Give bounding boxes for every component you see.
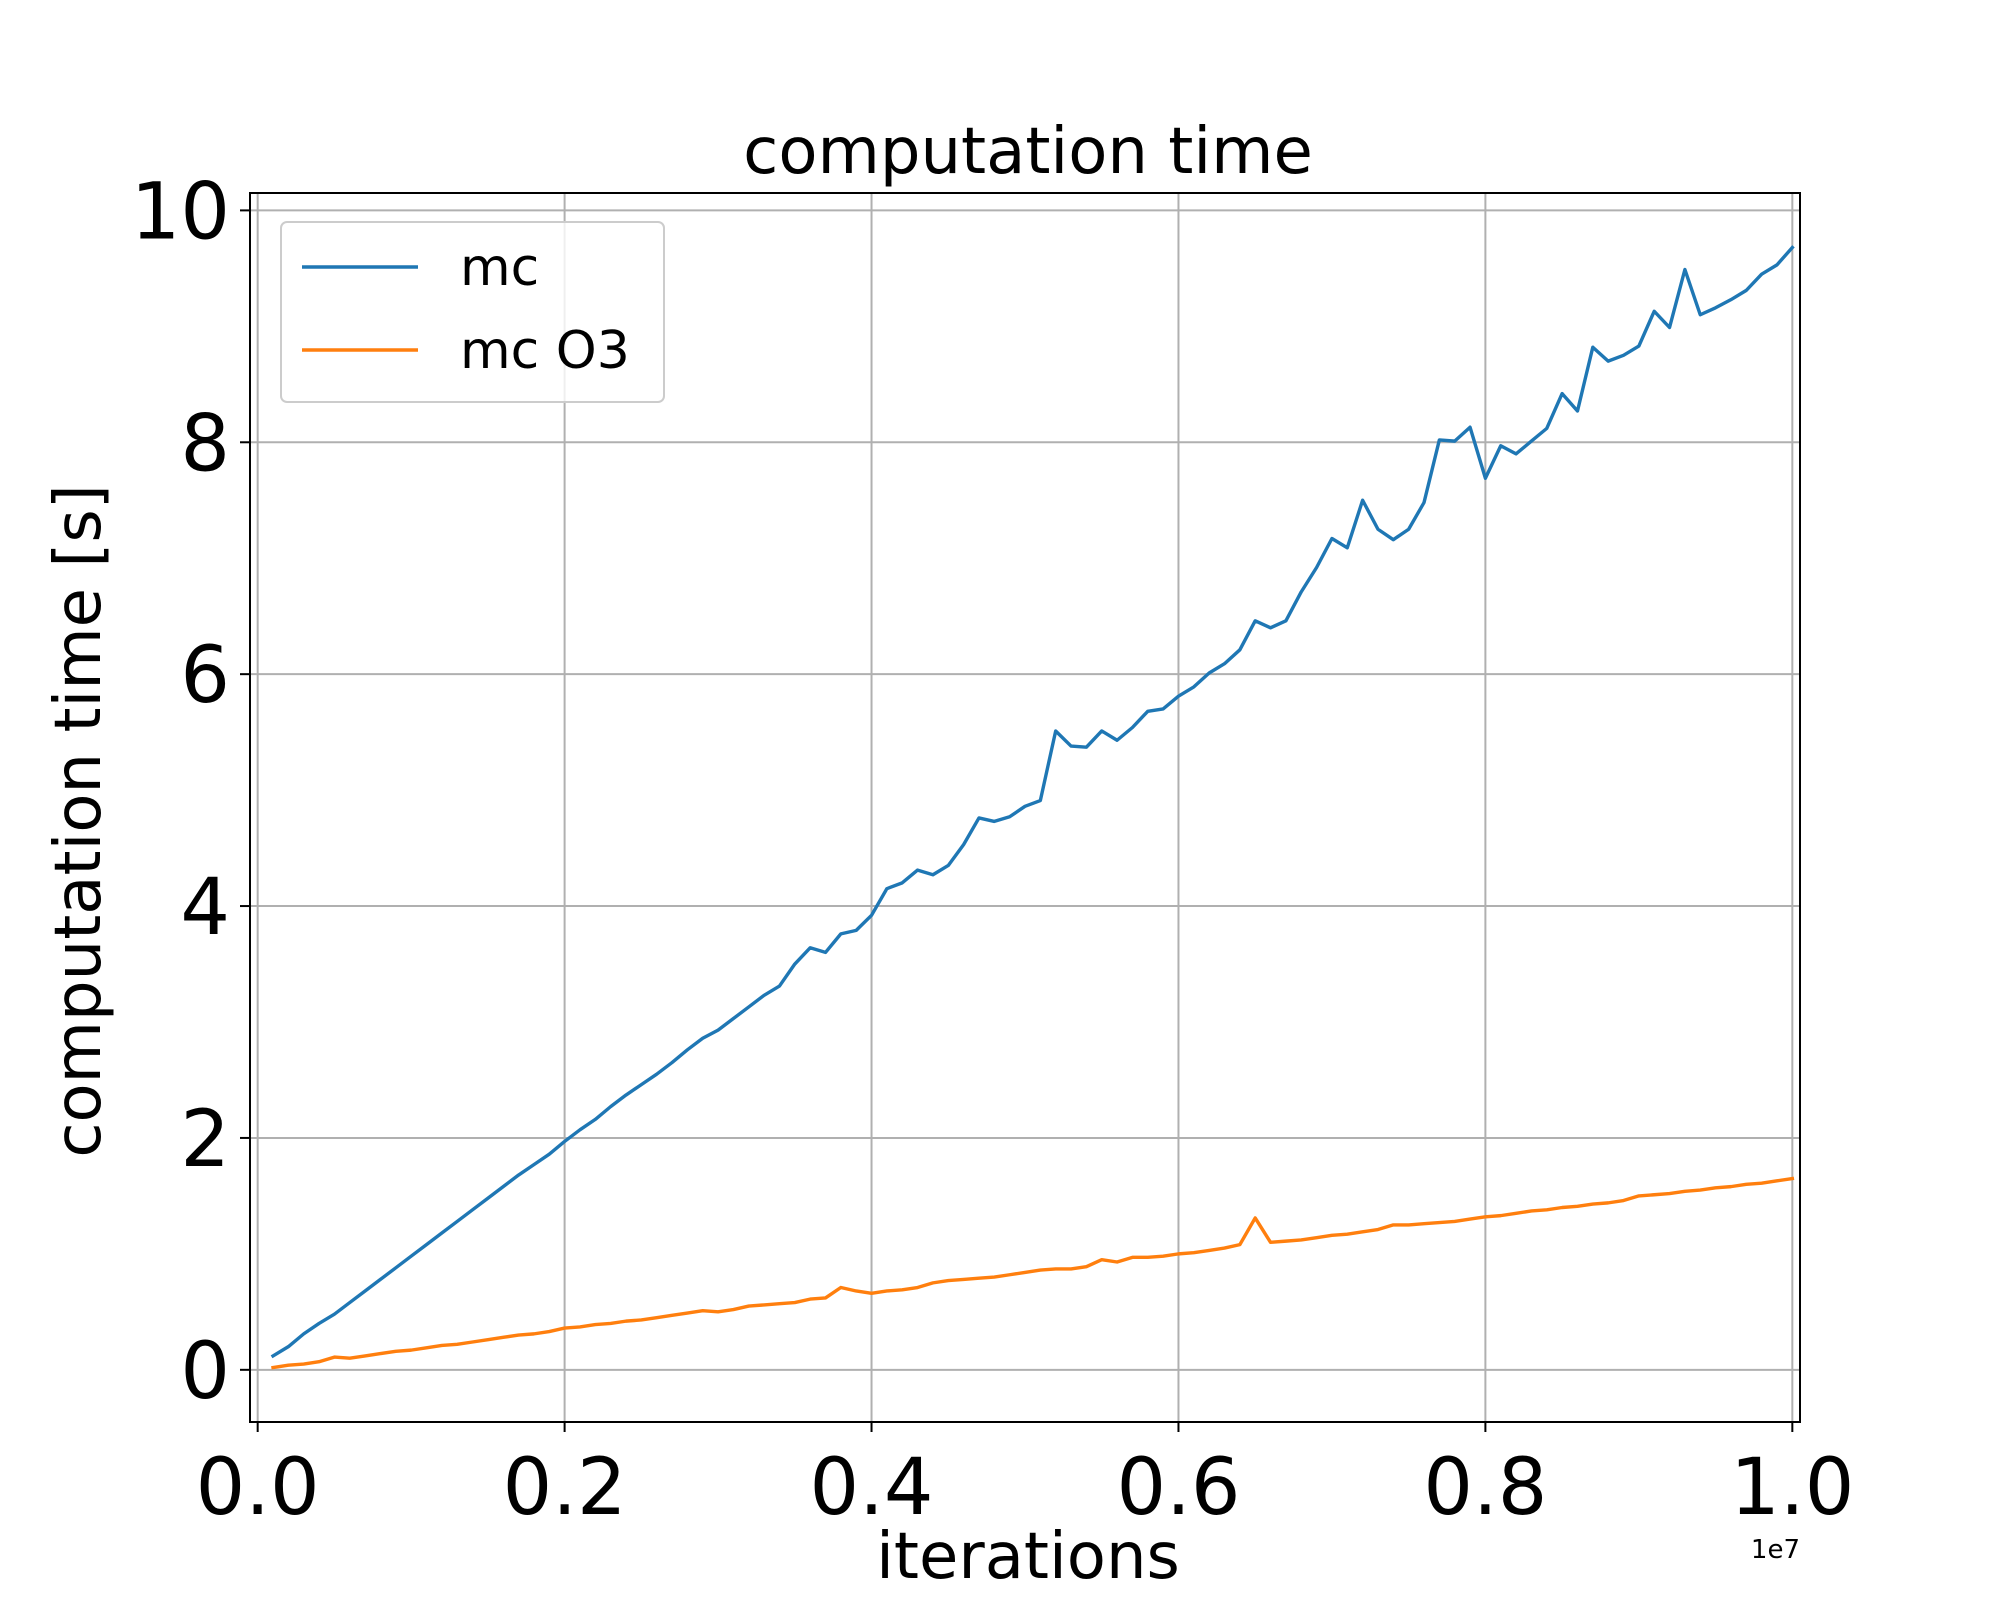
- legend-label: mc O3: [460, 321, 630, 381]
- x-tick-label: 0.2: [503, 1443, 627, 1533]
- series-line-mc-o3: [271, 1176, 1795, 1370]
- y-tick-label: 2: [180, 1095, 230, 1185]
- y-tick-label: 0: [180, 1327, 230, 1417]
- x-tick-label: 0.8: [1423, 1443, 1547, 1533]
- legend: mc mc O3: [280, 221, 665, 403]
- y-tick-label: 8: [180, 399, 230, 489]
- x-tick-label: 0.4: [810, 1443, 934, 1533]
- x-tick-label: 0.6: [1116, 1443, 1240, 1533]
- x-axis-label: iterations: [876, 1520, 1180, 1594]
- y-tick-label: 6: [180, 631, 230, 721]
- x-tick-label: 0.0: [196, 1443, 320, 1533]
- y-tick-label: 4: [180, 863, 230, 953]
- y-axis-label: computation time [s]: [42, 484, 116, 1157]
- series-line-mc: [270, 245, 1795, 1359]
- x-axis-offset-label: 1e7: [1751, 1535, 1800, 1565]
- x-tick-label: 1.0: [1730, 1443, 1854, 1533]
- chart-title: computation time: [743, 115, 1313, 189]
- y-tick-label: 10: [131, 167, 230, 257]
- plot-area: 0.0 0.2 0.4 0.6 0.8 1.0 0 2 4 6 8 10: [131, 167, 1855, 1533]
- legend-label: mc: [460, 238, 539, 298]
- axes-frame: [249, 192, 1801, 1423]
